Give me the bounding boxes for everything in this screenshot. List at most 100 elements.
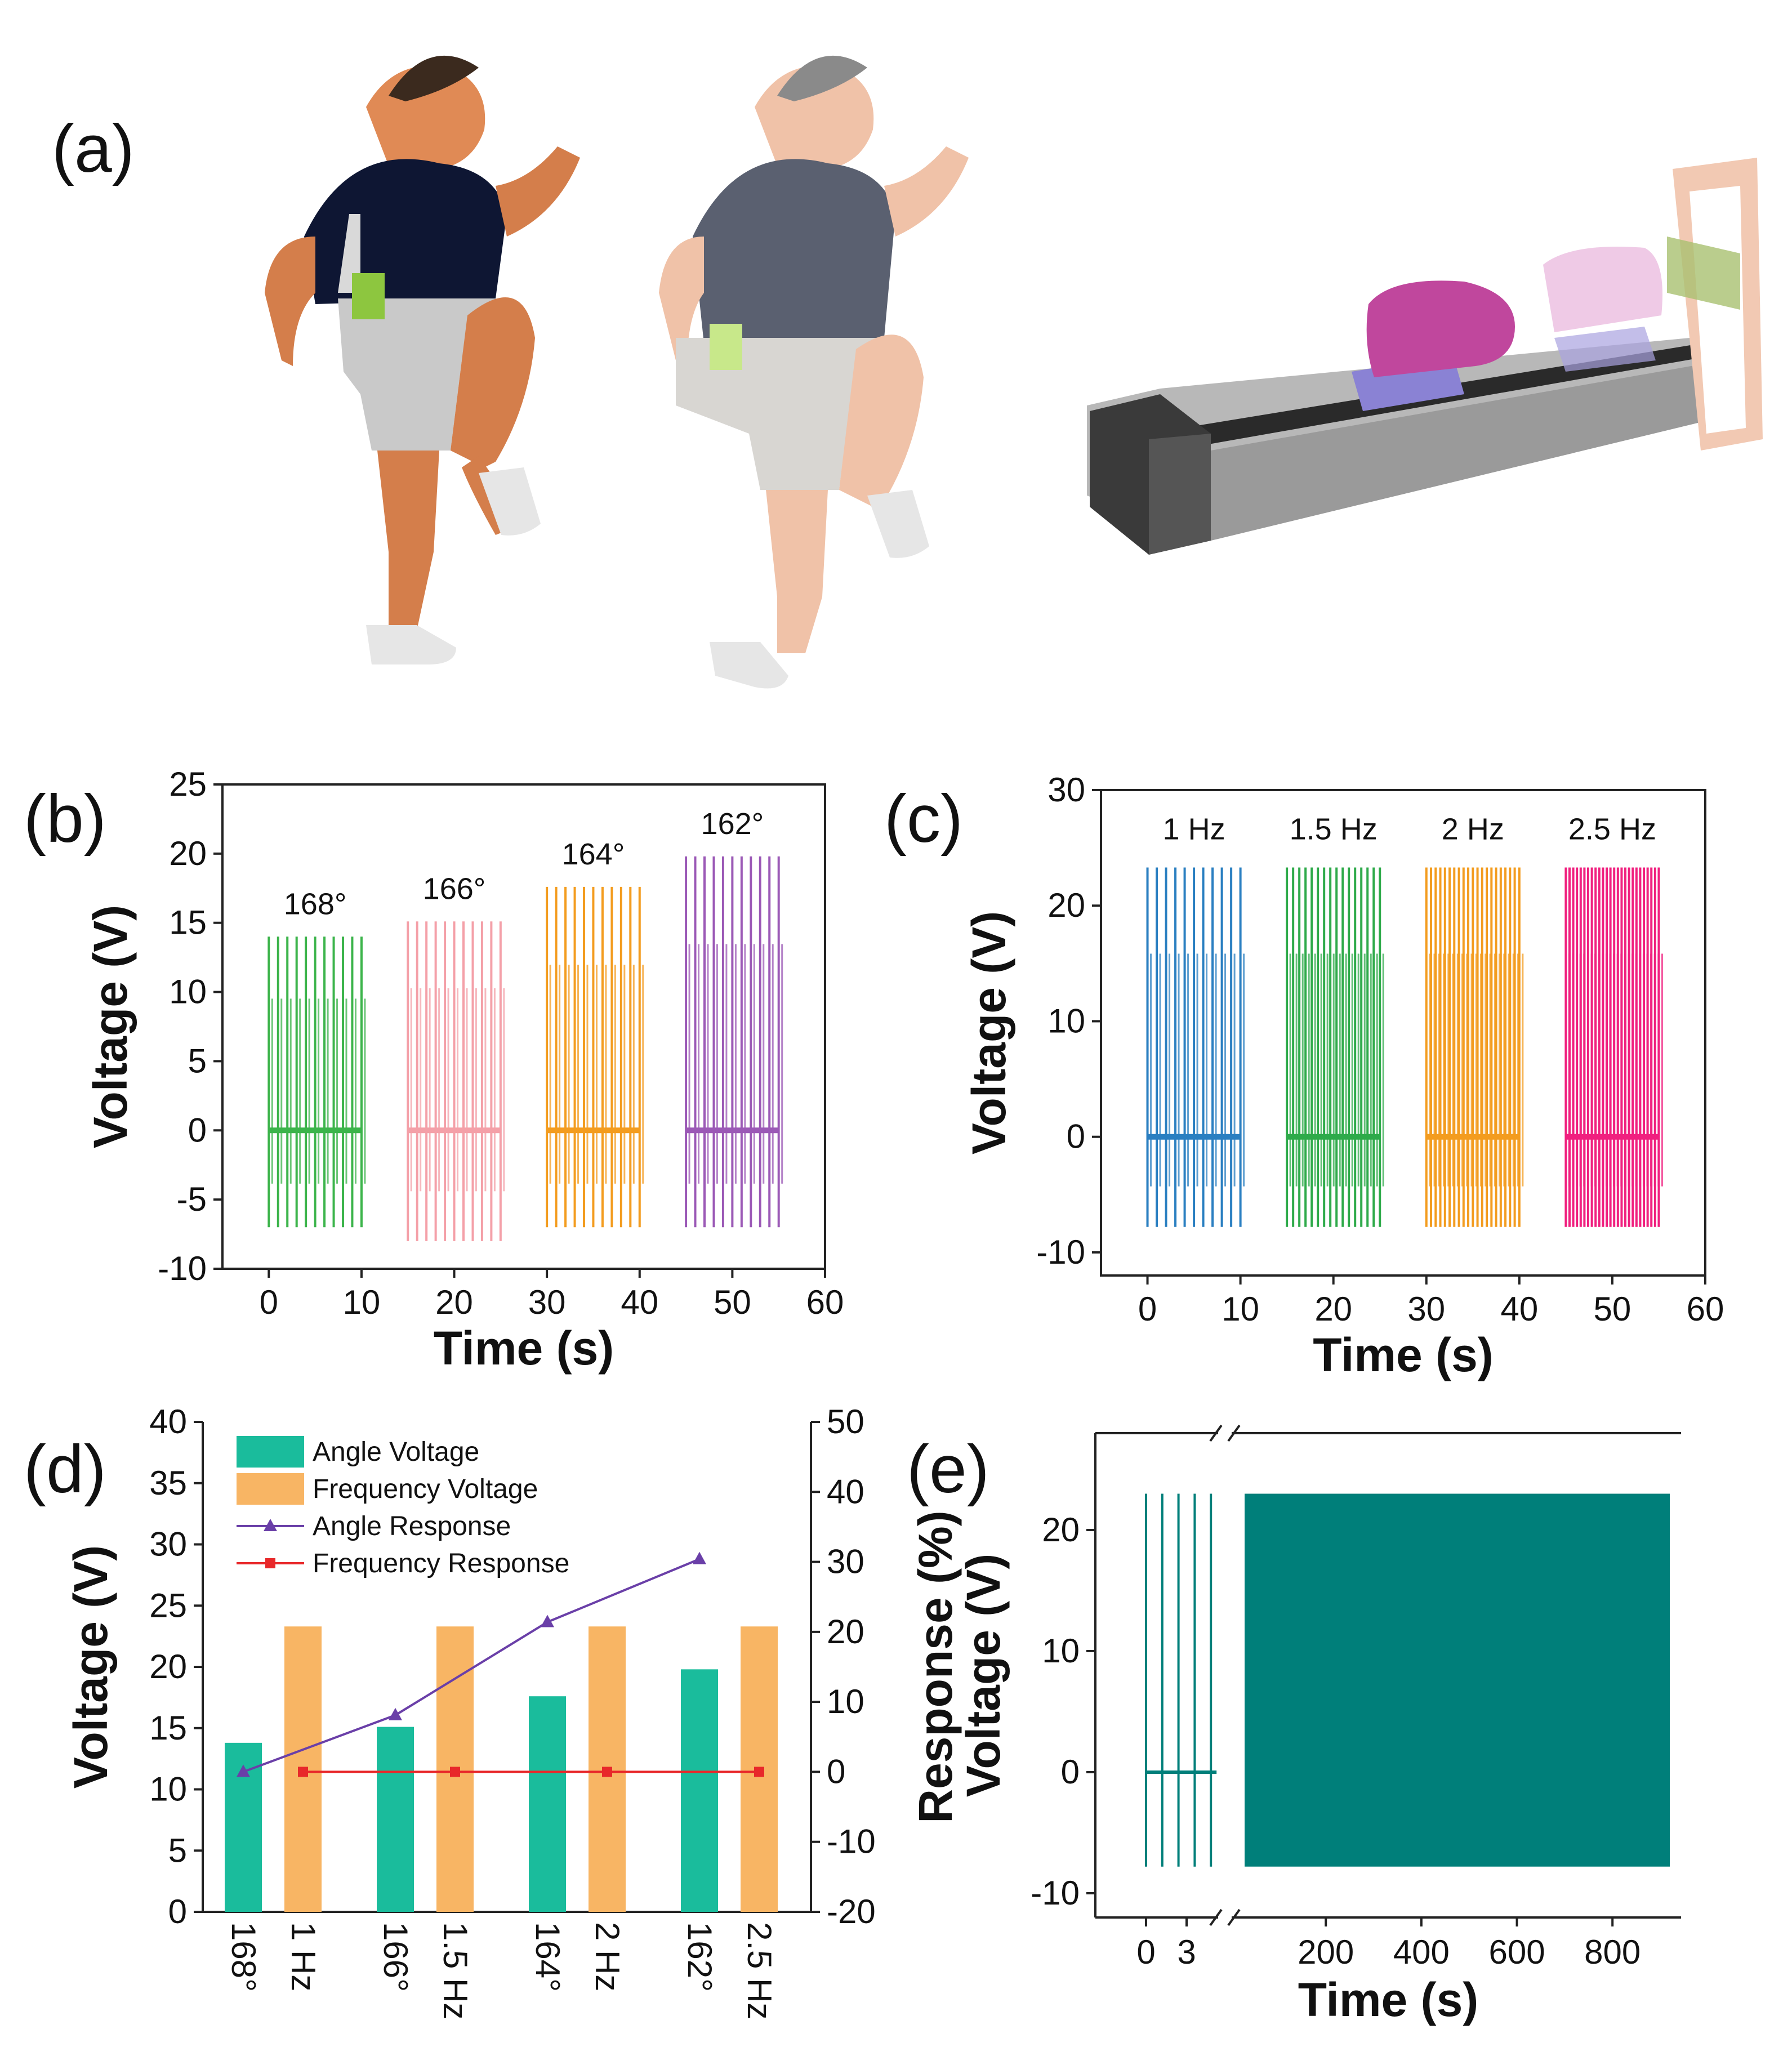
series-1: 1.5 Hz (1286, 813, 1384, 1227)
series-3: 162° (685, 807, 783, 1228)
x-tick-label-freq: 1.5 Hz (436, 1922, 474, 2019)
x-tick-label: 0 (1138, 1290, 1157, 1328)
x-tick-label: 60 (806, 1283, 844, 1321)
series-annotation: 1.5 Hz (1290, 813, 1378, 846)
x-tick-label: 30 (1407, 1290, 1445, 1328)
x-tick-label: 400 (1393, 1933, 1450, 1971)
x-tick-label: 50 (1594, 1290, 1631, 1328)
axis-break-mark (1227, 1908, 1241, 1926)
x-tick-label: 20 (435, 1283, 473, 1321)
runner-light-illustration (659, 55, 969, 689)
x-tick-label: 10 (343, 1283, 381, 1321)
y-tick-label: 10 (1047, 1002, 1085, 1040)
marker-frequency-response (298, 1767, 308, 1777)
x-tick-label-angle: 168° (225, 1922, 262, 1992)
x-tick-label: 40 (621, 1283, 658, 1321)
y2-tick-label: -20 (827, 1893, 876, 1930)
x-tick-label: 60 (1687, 1290, 1724, 1328)
y-tick-label: 10 (169, 973, 207, 1011)
series-annotation: 164° (562, 837, 625, 871)
x-tick-label: 600 (1488, 1933, 1545, 1971)
series-annotation: 1 Hz (1163, 813, 1225, 846)
marker-angle-response (541, 1615, 554, 1627)
x-axis-label: Time (s) (1313, 1328, 1494, 1381)
y-tick-label: -10 (1031, 1874, 1080, 1912)
bar-angle-voltage (681, 1669, 718, 1912)
y-tick-label: 20 (149, 1648, 187, 1685)
bar-angle-voltage (377, 1727, 414, 1912)
panel-c-label: (c) (884, 781, 963, 857)
y-tick-label: 5 (188, 1042, 207, 1080)
y-tick-label: 0 (1067, 1118, 1085, 1156)
x-tick-label: 200 (1298, 1933, 1354, 1971)
y-tick-label: 15 (149, 1709, 187, 1747)
legend-label: Frequency Voltage (313, 1474, 538, 1504)
y-tick-label: 25 (149, 1586, 187, 1624)
x-tick-label-angle: 164° (529, 1922, 567, 1992)
series-annotation: 162° (701, 807, 764, 841)
x-tick-label: 10 (1222, 1290, 1259, 1328)
y-tick-label: 20 (1047, 886, 1085, 924)
y2-tick-label: 10 (827, 1683, 864, 1720)
y-tick-label: 30 (149, 1526, 187, 1563)
y-tick-label: -10 (158, 1250, 207, 1287)
y-axis-label: Voltage (V) (84, 905, 137, 1148)
y-axis-label: Voltage (V) (962, 911, 1015, 1154)
y2-tick-label: 50 (827, 1403, 864, 1440)
y-tick-label: 0 (1061, 1753, 1080, 1791)
chart-b: 0 10 20 30 40 50 60 -10 -5 0 5 10 15 20 25 Time (s) Volt… (84, 765, 844, 1375)
panel-a-label: (a) (52, 111, 135, 186)
series-3: 2.5 Hz (1564, 813, 1663, 1227)
legend-marker-frequency-response (265, 1558, 275, 1568)
x-tick-label-angle: 166° (377, 1922, 414, 1992)
x-tick-label: 0 (1136, 1933, 1155, 1971)
y2-tick-label: -10 (827, 1823, 876, 1861)
y-tick-label: -10 (1036, 1233, 1085, 1271)
series-2: 2 Hz (1425, 813, 1524, 1227)
y-tick-label: 10 (149, 1770, 187, 1808)
panel-b-label: (b) (24, 781, 106, 857)
y-tick-label: 0 (188, 1111, 207, 1149)
y2-tick-label: 40 (827, 1473, 864, 1510)
axis-break-mark (1209, 1424, 1223, 1442)
x-tick-label: 50 (714, 1283, 751, 1321)
y-tick-label: 40 (149, 1403, 187, 1440)
marker-angle-response (693, 1551, 706, 1564)
x-tick-label-angle: 162° (681, 1922, 719, 1992)
axis-break-mark (1209, 1908, 1223, 1926)
legend-swatch-angle-voltage (237, 1436, 304, 1468)
y-tick-label: 30 (1047, 771, 1085, 809)
series-annotation: 2 Hz (1442, 813, 1504, 846)
axis-break-mark (1227, 1424, 1241, 1442)
x-tick-label: 40 (1500, 1290, 1538, 1328)
series-annotation: 166° (423, 872, 486, 906)
y2-tick-label: 30 (827, 1543, 864, 1581)
marker-frequency-response (450, 1767, 460, 1777)
series-0: 168° (268, 887, 366, 1228)
legend-marker-angle-response (264, 1519, 277, 1531)
y-tick-label: 15 (169, 904, 207, 942)
series-annotation: 168° (284, 887, 347, 921)
y-tick-label: 20 (169, 835, 207, 872)
y-tick-label: 0 (168, 1893, 187, 1930)
legend-label: Angle Response (313, 1511, 511, 1541)
series-annotation: 2.5 Hz (1568, 813, 1656, 846)
x-tick-label-freq: 2.5 Hz (741, 1922, 778, 2019)
x-tick-label: 3 (1177, 1933, 1196, 1971)
test-rig-illustration (1087, 158, 1763, 555)
y-tick-label: -5 (177, 1180, 207, 1218)
y-tick-label: 20 (1042, 1511, 1080, 1549)
marker-frequency-response (602, 1767, 612, 1777)
x-tick-label: 800 (1584, 1933, 1641, 1971)
x-tick-label: 30 (528, 1283, 566, 1321)
y-tick-label: 35 (149, 1464, 187, 1502)
panel-e-label: (e) (907, 1431, 989, 1507)
x-axis-label: Time (s) (434, 1322, 614, 1375)
y-tick-label: 5 (168, 1831, 187, 1869)
x-axis-label: Time (s) (1298, 1973, 1479, 2026)
y2-tick-label: 0 (827, 1752, 845, 1790)
line-angle-response (243, 1558, 700, 1773)
